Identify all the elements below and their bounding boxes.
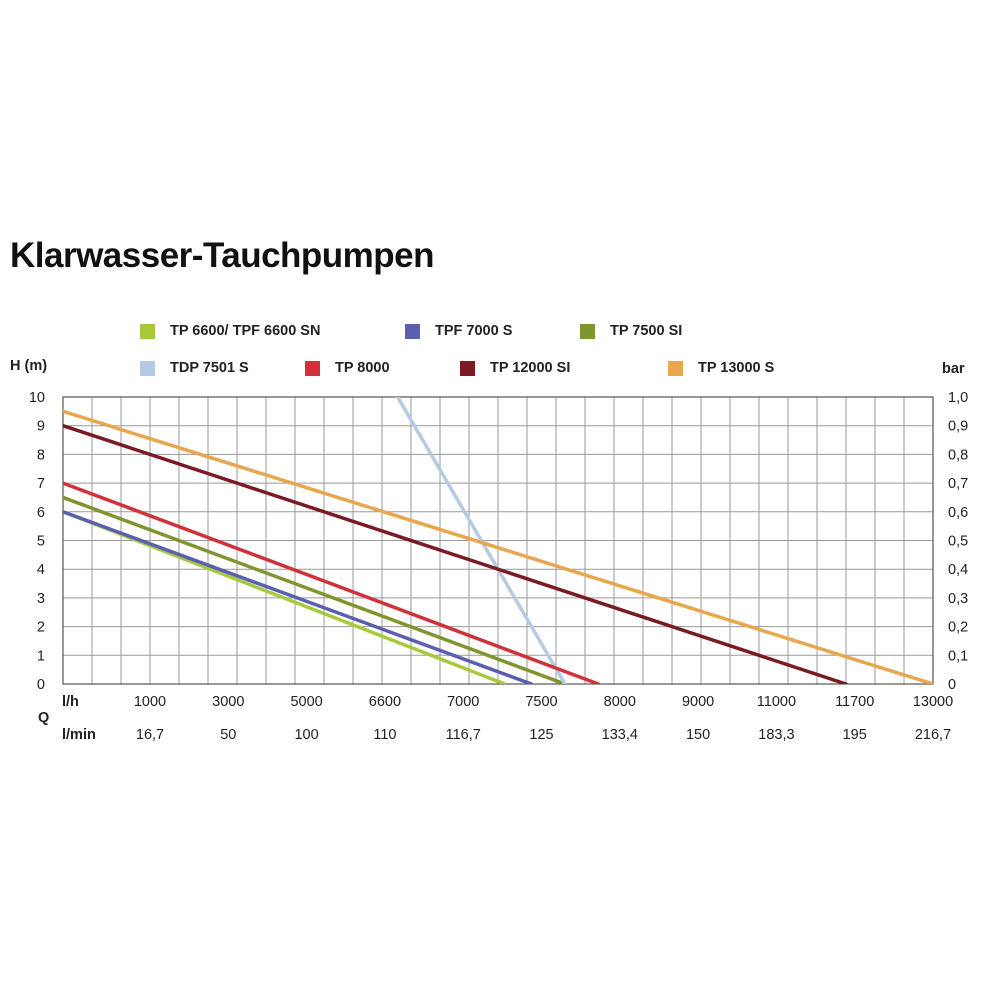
- x-tick-label-lmin: 100: [294, 727, 318, 743]
- x-tick-label-lmin: 133,4: [602, 727, 638, 743]
- plot-frame: [62, 396, 934, 685]
- legend-swatch: [305, 360, 320, 376]
- x-tick-label-lmin: 125: [529, 727, 553, 743]
- series-line-4: [63, 481, 601, 684]
- y-tick-label-left: 9: [37, 419, 45, 435]
- legend-item: TDP 7501 S: [140, 360, 249, 376]
- x-tick-label-lh: 6600: [369, 694, 401, 710]
- x-tick-label-lh: 11700: [835, 694, 874, 710]
- y-tick-label-right: 0: [948, 677, 956, 693]
- legend-swatch: [140, 360, 155, 376]
- y-tick-label-left: 4: [37, 562, 45, 578]
- y-tick-label-left: 3: [37, 591, 45, 607]
- legend-swatch: [668, 360, 683, 376]
- y-tick-label-left: 7: [37, 476, 45, 492]
- y-tick-label-right: 0,6: [948, 505, 968, 521]
- legend-item: TPF 7000 S: [405, 323, 512, 339]
- x-unit-lh: l/h: [62, 694, 79, 710]
- legend-label: TP 13000 S: [698, 360, 775, 376]
- legend-item: TP 12000 SI: [460, 360, 570, 376]
- legend-item: TP 13000 S: [668, 360, 774, 376]
- x-tick-label-lh: 3000: [212, 694, 244, 710]
- y-tick-label-left: 6: [37, 505, 45, 521]
- legend-item: TP 6600/ TPF 6600 SN: [140, 323, 320, 339]
- y-tick-label-left: 10: [29, 390, 45, 406]
- legend-item: TP 8000: [305, 360, 390, 376]
- y-tick-label-right: 0,4: [948, 562, 968, 578]
- x-tick-label-lh: 11000: [757, 694, 796, 710]
- y-tick-label-right: 0,1: [948, 648, 968, 664]
- y-axis-title-left: H (m): [10, 358, 47, 374]
- x-tick-label-lmin: 50: [220, 727, 236, 743]
- legend-swatch: [460, 360, 475, 376]
- y-tick-label-right: 0,8: [948, 447, 968, 463]
- y-tick-label-left: 1: [37, 648, 45, 664]
- y-tick-label-right: 0,9: [948, 419, 968, 435]
- y-tick-label-right: 0,2: [948, 620, 968, 636]
- x-tick-label-lh: 1000: [134, 694, 166, 710]
- x-tick-label-lh: 7500: [525, 694, 557, 710]
- legend-label: TP 6600/ TPF 6600 SN: [170, 323, 321, 339]
- x-tick-label-lh: 9000: [682, 694, 714, 710]
- x-tick-label-lmin: 110: [373, 727, 396, 743]
- legend-swatch: [140, 323, 155, 339]
- legend-label: TP 7500 SI: [610, 323, 683, 339]
- x-tick-label-lmin: 216,7: [915, 727, 951, 743]
- legend-swatch: [405, 323, 420, 339]
- x-tick-label-lmin: 16,7: [136, 727, 164, 743]
- legend-label: TDP 7501 S: [170, 360, 249, 376]
- y-tick-label-right: 0,7: [948, 476, 968, 492]
- y-tick-label-right: 1,0: [948, 390, 968, 406]
- x-tick-label-lmin: 116,7: [446, 727, 481, 743]
- y-tick-label-left: 0: [37, 677, 45, 693]
- y-tick-label-left: 2: [37, 620, 45, 636]
- x-axis-symbol: Q: [38, 710, 49, 726]
- x-tick-label-lh: 13000: [913, 694, 953, 710]
- x-unit-lmin: l/min: [62, 727, 96, 743]
- chart-title: Klarwasser-Tauchpumpen: [10, 236, 435, 275]
- series-line-6: [63, 409, 933, 684]
- y-tick-label-left: 5: [37, 534, 45, 550]
- legend-label: TP 8000: [335, 360, 390, 376]
- x-tick-label-lmin: 195: [843, 727, 867, 743]
- legend-label: TPF 7000 S: [435, 323, 513, 339]
- x-tick-label-lmin: 150: [686, 727, 710, 743]
- series-line-3: [395, 397, 567, 684]
- y-axis-title-right: bar: [942, 361, 965, 377]
- x-tick-label-lh: 7000: [447, 694, 479, 710]
- legend-item: TP 7500 SI: [580, 323, 682, 339]
- x-tick-label-lh: 8000: [604, 694, 636, 710]
- y-tick-label-right: 0,5: [948, 534, 968, 550]
- series-line-5: [63, 423, 848, 684]
- y-tick-label-right: 0,3: [948, 591, 968, 607]
- series-line-1: [63, 510, 534, 684]
- legend-swatch: [580, 323, 595, 339]
- legend-label: TP 12000 SI: [490, 360, 571, 376]
- y-tick-label-left: 8: [37, 447, 45, 463]
- x-tick-label-lh: 5000: [290, 694, 322, 710]
- x-tick-label-lmin: 183,3: [758, 727, 794, 743]
- series-line-2: [63, 495, 567, 684]
